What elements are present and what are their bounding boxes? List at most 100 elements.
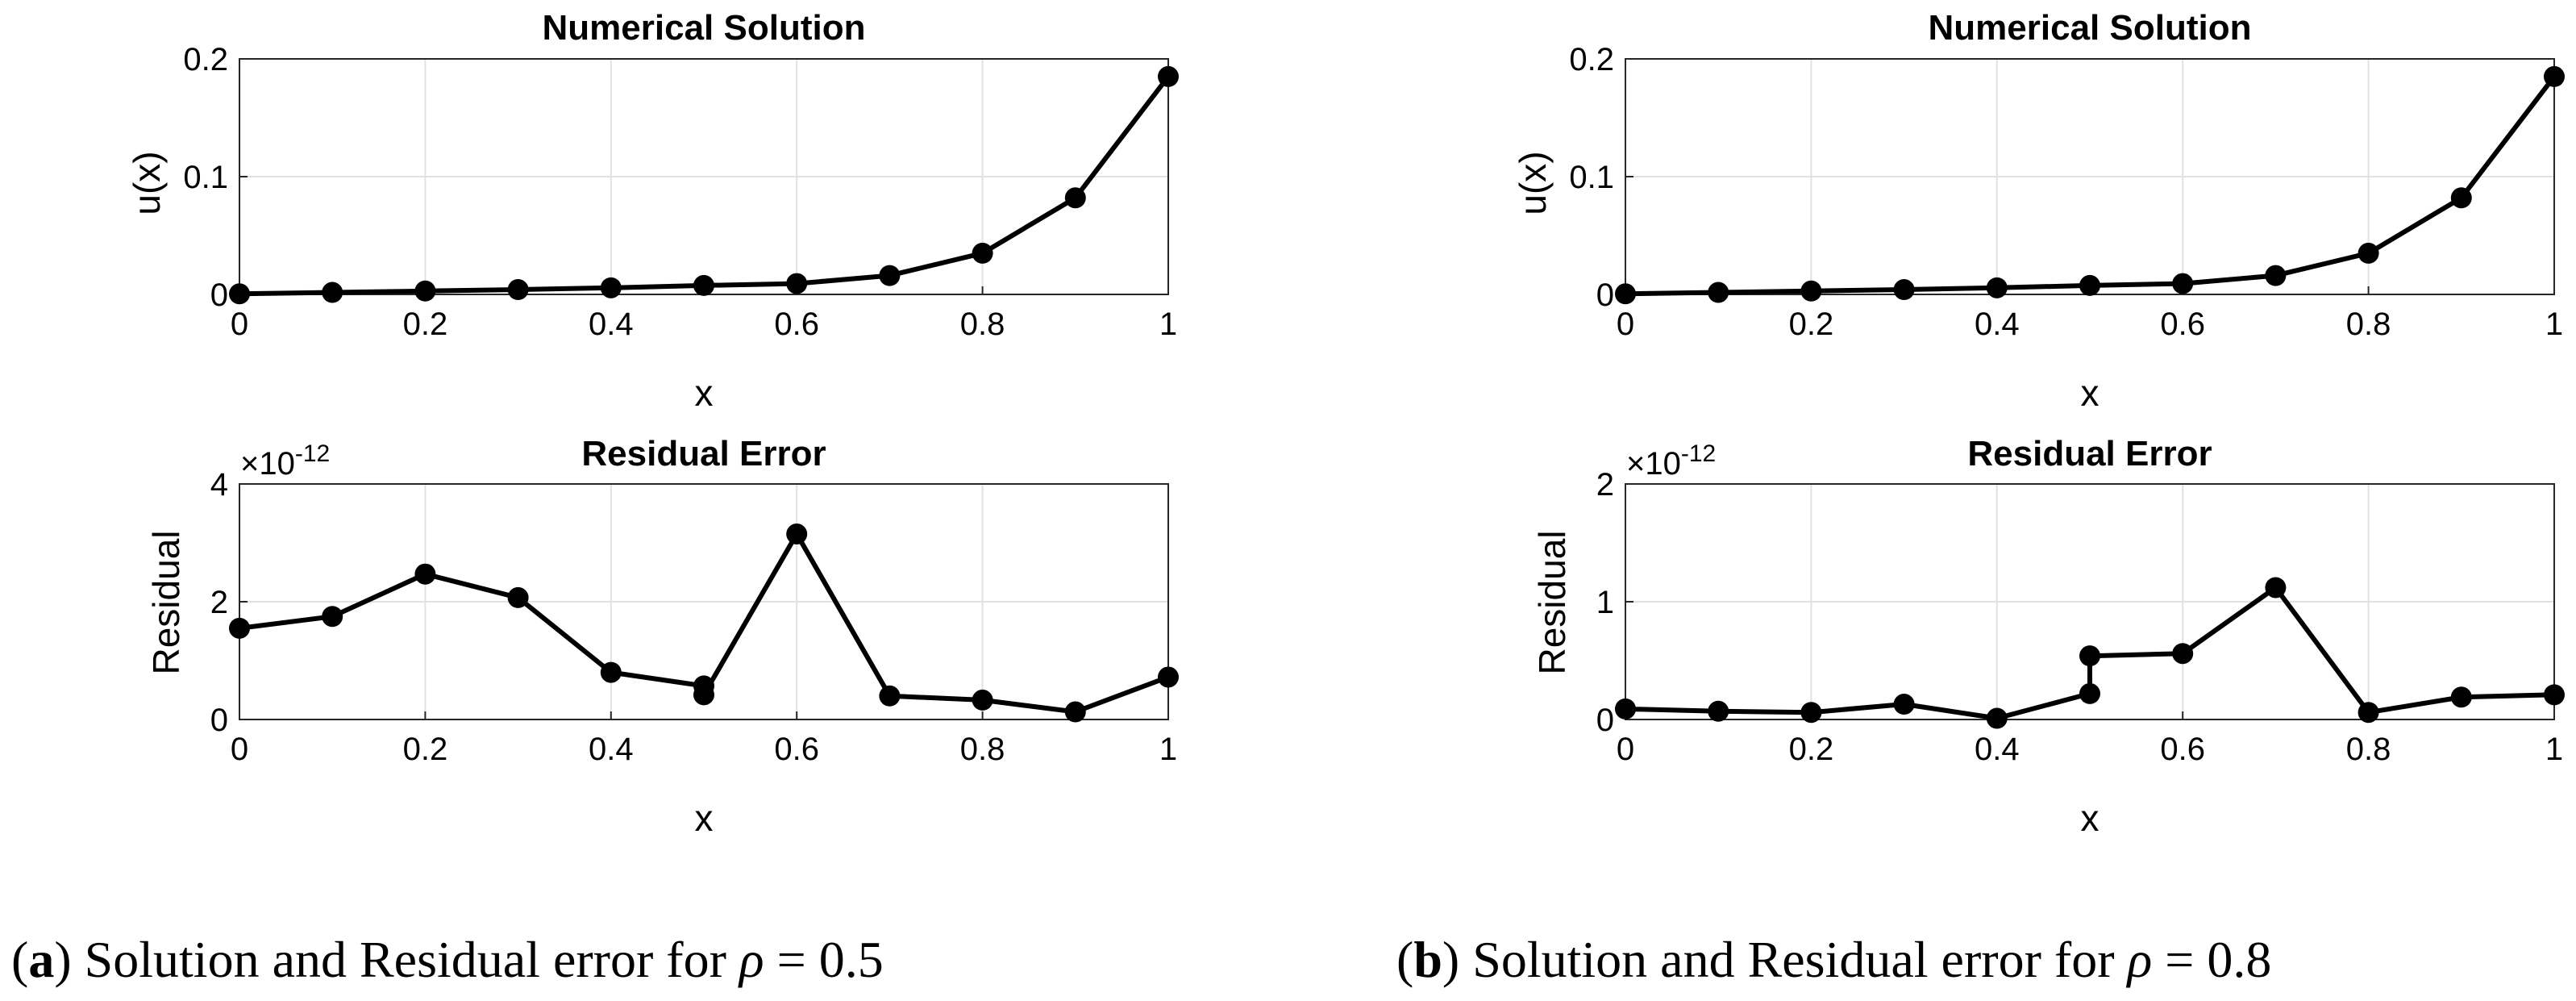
- x-tick-label: 0.6: [774, 732, 819, 767]
- data-point: [600, 277, 622, 298]
- x-tick-label: 0.8: [960, 307, 1005, 342]
- x-tick-label: 0.6: [2160, 307, 2205, 342]
- data-point: [2358, 242, 2379, 264]
- data-point: [2265, 577, 2287, 599]
- data-point: [2544, 684, 2565, 706]
- residual-plot-b: 0 0.2 0.4 0.6 0.8 1 0 1 2 Residual Error x Resid…: [1531, 434, 2565, 839]
- data-point: [507, 586, 529, 608]
- y-axis-label: u(x): [126, 151, 168, 215]
- data-point: [2450, 686, 2472, 708]
- series-line: [1625, 585, 2555, 721]
- x-tick-label: 0.6: [2160, 732, 2205, 767]
- x-tick-label: 0.2: [403, 307, 448, 342]
- y-exponent-label: ×10-12: [1626, 440, 1716, 482]
- y-tick-label: 4: [210, 467, 228, 503]
- data-point: [1986, 707, 2008, 729]
- data-point: [879, 685, 901, 707]
- y-tick-label: 1: [1596, 585, 1614, 620]
- data-point: [2172, 643, 2194, 665]
- y-tick-label: 0: [210, 703, 228, 738]
- y-tick-label: 0.1: [1569, 160, 1614, 195]
- x-tick-label: 0.2: [1789, 307, 1834, 342]
- y-tick-label: 0: [1596, 703, 1614, 738]
- y-tick-label: 2: [1596, 467, 1614, 503]
- data-point: [693, 274, 714, 296]
- data-point: [786, 273, 808, 294]
- x-tick-label: 0: [1617, 732, 1634, 767]
- x-tick-label: 0.8: [2346, 307, 2391, 342]
- data-point: [2172, 273, 2194, 294]
- x-tick-label: 0.6: [774, 307, 819, 342]
- data-point: [1064, 701, 1086, 723]
- series-line: [1625, 75, 2557, 297]
- data-point: [2079, 274, 2100, 296]
- data-point: [972, 242, 993, 264]
- data-point: [1158, 666, 1179, 688]
- residual-plot-a: 0 0.2 0.4 0.6 0.8 1 0 2 4 Residual Error x Resid…: [145, 434, 1179, 839]
- data-point: [879, 265, 901, 286]
- data-point: [2544, 65, 2565, 87]
- x-axis-label: x: [695, 797, 714, 839]
- data-point: [322, 282, 343, 303]
- y-tick-label: 0.1: [183, 160, 228, 195]
- caption-a: (a) Solution and Residual error for ρ = …: [11, 931, 884, 988]
- data-point: [322, 606, 343, 628]
- plot-frame: [239, 483, 1169, 720]
- x-tick-label: 0.2: [403, 732, 448, 767]
- data-point: [1893, 279, 1915, 301]
- x-tick-label: 1: [1159, 732, 1177, 767]
- data-point: [2079, 645, 2100, 667]
- y-tick-label: 0.2: [1569, 42, 1614, 77]
- data-point: [693, 684, 714, 706]
- panel-b: 0 0.2 0.4 0.6 0.8 1 0 0.1 0.2 Numerical Solution…: [1396, 8, 2565, 988]
- series-line: [239, 75, 1171, 297]
- x-tick-label: 0.8: [2346, 732, 2391, 767]
- y-axis-label: u(x): [1512, 151, 1554, 215]
- data-point: [414, 280, 436, 302]
- x-axis-label: x: [2081, 797, 2100, 839]
- x-tick-label: 0: [231, 732, 248, 767]
- y-axis-label: Residual: [1531, 531, 1573, 675]
- data-point: [229, 283, 250, 305]
- x-tick-label: 1: [2545, 732, 2563, 767]
- x-tick-label: 0.2: [1789, 732, 1834, 767]
- y-exponent-label: ×10-12: [240, 440, 330, 482]
- data-point: [2265, 265, 2287, 286]
- data-point: [1800, 280, 1822, 302]
- data-point: [229, 617, 250, 639]
- plot-title: Numerical Solution: [1929, 8, 2252, 48]
- y-tick-label: 0.2: [183, 42, 228, 77]
- x-tick-label: 1: [2545, 307, 2563, 342]
- data-point: [1800, 702, 1822, 724]
- data-point: [1158, 65, 1179, 87]
- data-point: [2079, 682, 2100, 704]
- data-point: [600, 661, 622, 683]
- data-point: [786, 523, 808, 545]
- y-tick-label: 2: [210, 585, 228, 620]
- data-point: [414, 563, 436, 585]
- x-tick-label: 0: [1617, 307, 1634, 342]
- x-tick-label: 0.4: [1975, 307, 2020, 342]
- x-tick-label: 0.4: [1975, 732, 2020, 767]
- data-point: [1893, 694, 1915, 715]
- caption-b: (b) Solution and Residual error for ρ = …: [1396, 931, 2271, 988]
- y-tick-label: 0: [210, 277, 228, 313]
- plot-title: Residual Error: [581, 434, 826, 473]
- data-point: [507, 279, 529, 301]
- data-point: [2450, 187, 2472, 209]
- x-tick-label: 0.8: [960, 732, 1005, 767]
- solution-plot-a: 0 0.2 0.4 0.6 0.8 1 0 0.1 0.2 Numerical Solution…: [126, 8, 1179, 414]
- plot-title: Residual Error: [1967, 434, 2212, 473]
- data-point: [1064, 187, 1086, 209]
- x-tick-label: 0.4: [589, 307, 634, 342]
- plot-title: Numerical Solution: [543, 8, 866, 48]
- panel-a: 0 0.2 0.4 0.6 0.8 1 0 0.1 0.2 Numerical Solution…: [11, 8, 1179, 988]
- y-axis-label: Residual: [145, 531, 187, 675]
- data-point: [1615, 698, 1636, 719]
- data-point: [972, 689, 993, 711]
- plot-frame: [1625, 483, 2555, 720]
- x-tick-label: 0: [231, 307, 248, 342]
- x-axis-label: x: [695, 372, 714, 414]
- x-tick-label: 0.4: [589, 732, 634, 767]
